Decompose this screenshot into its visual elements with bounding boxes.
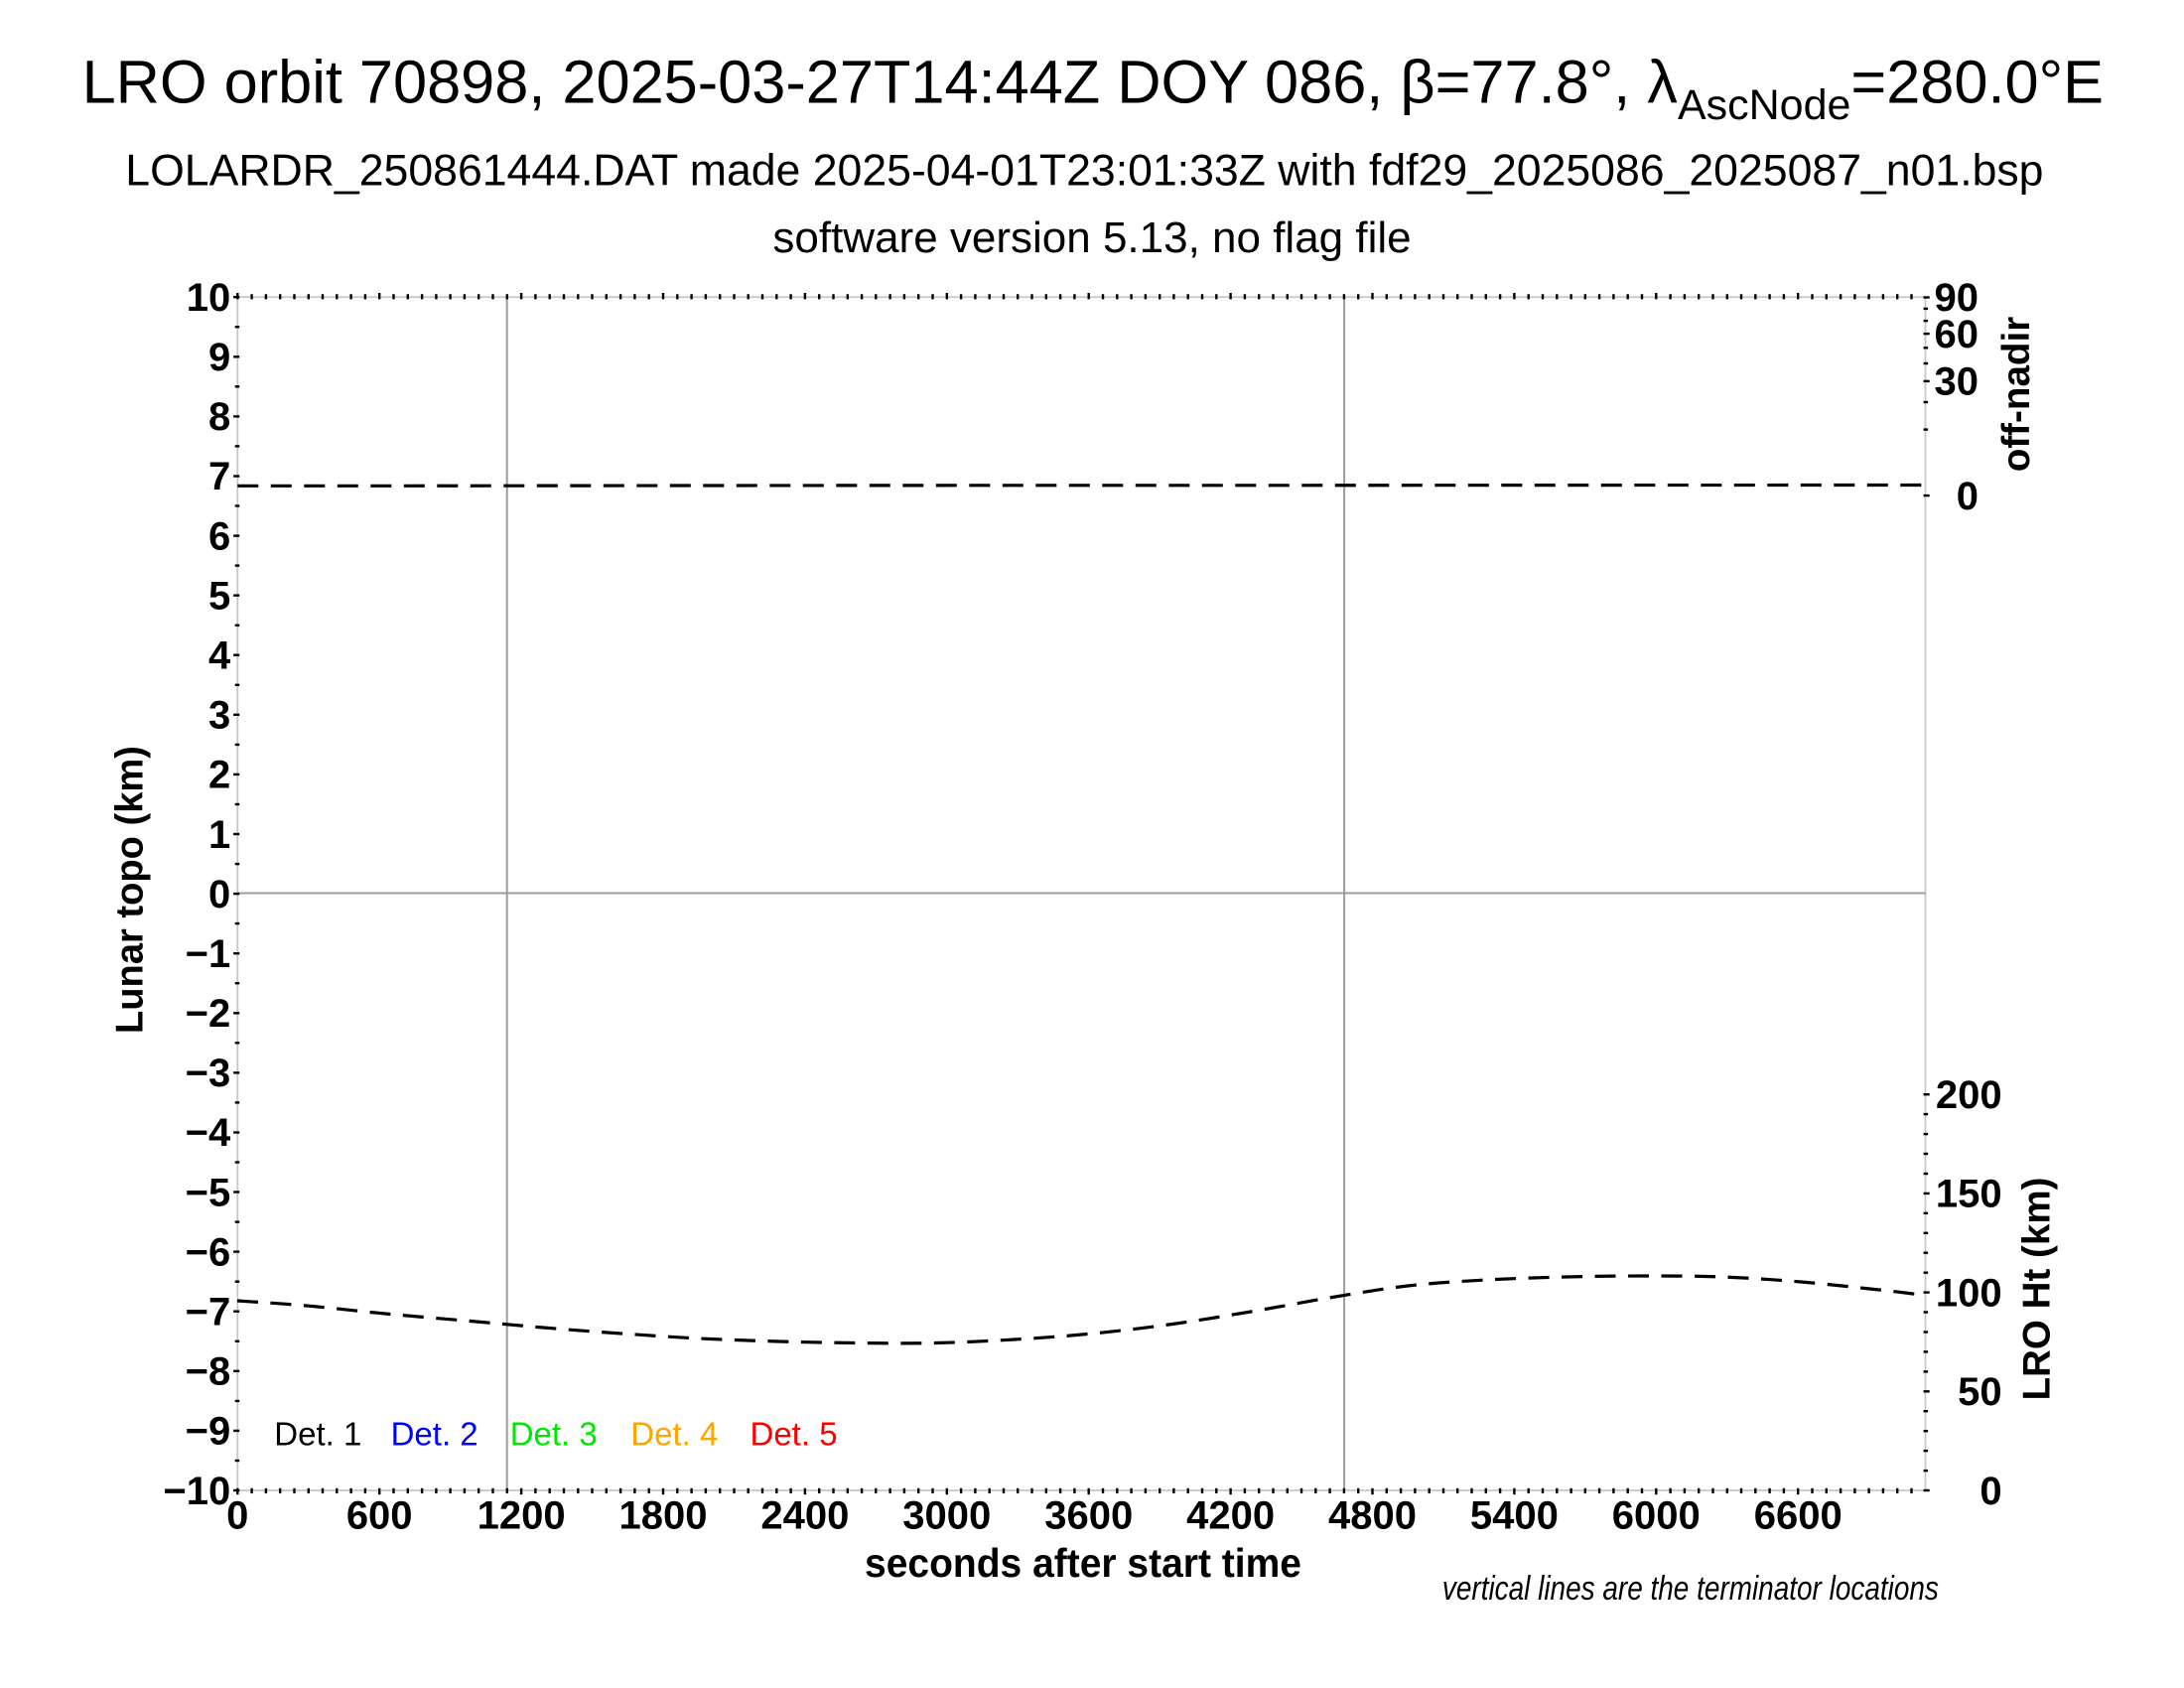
svg-text:600: 600 [346, 1494, 413, 1538]
svg-text:Det. 5: Det. 5 [751, 1416, 838, 1453]
svg-text:1: 1 [208, 813, 230, 857]
svg-text:−8: −8 [186, 1350, 231, 1394]
svg-text:5: 5 [208, 574, 230, 618]
svg-text:6000: 6000 [1612, 1494, 1701, 1538]
svg-text:off-nadir: off-nadir [1995, 317, 2038, 473]
svg-text:200: 200 [1936, 1073, 2002, 1117]
svg-text:Det. 2: Det. 2 [391, 1416, 478, 1453]
svg-text:30: 30 [1935, 360, 1979, 404]
svg-text:5400: 5400 [1470, 1494, 1559, 1538]
svg-text:100: 100 [1936, 1271, 2002, 1315]
svg-text:−10: −10 [163, 1470, 230, 1513]
svg-text:90: 90 [1935, 276, 1979, 320]
svg-text:3600: 3600 [1044, 1494, 1133, 1538]
svg-text:150: 150 [1936, 1173, 2002, 1216]
svg-text:60: 60 [1935, 313, 1979, 356]
svg-text:−4: −4 [186, 1111, 231, 1155]
svg-text:software version 5.13, no flag: software version 5.13, no flag file [772, 213, 1411, 262]
svg-text:6: 6 [208, 514, 230, 558]
svg-text:7: 7 [208, 455, 230, 498]
svg-text:0: 0 [1957, 475, 1979, 518]
svg-text:1800: 1800 [619, 1494, 708, 1538]
svg-text:−6: −6 [186, 1230, 231, 1274]
svg-text:9: 9 [208, 336, 230, 379]
svg-text:2: 2 [208, 754, 230, 797]
svg-text:6600: 6600 [1754, 1494, 1843, 1538]
svg-text:−1: −1 [186, 932, 231, 976]
svg-text:2400: 2400 [760, 1494, 849, 1538]
svg-text:4200: 4200 [1186, 1494, 1275, 1538]
svg-text:10: 10 [187, 276, 231, 320]
svg-text:0: 0 [226, 1494, 248, 1538]
svg-text:1200: 1200 [478, 1494, 566, 1538]
svg-text:−5: −5 [186, 1171, 231, 1214]
svg-text:−3: −3 [186, 1052, 231, 1095]
svg-text:−7: −7 [186, 1291, 231, 1335]
svg-text:vertical lines are the termina: vertical lines are the terminator locati… [1442, 1570, 1939, 1608]
svg-text:−9: −9 [186, 1410, 231, 1454]
svg-text:Lunar topo (km): Lunar topo (km) [109, 746, 152, 1034]
svg-text:Det. 4: Det. 4 [630, 1416, 718, 1453]
svg-text:3000: 3000 [902, 1494, 991, 1538]
svg-text:4: 4 [208, 634, 231, 678]
svg-text:3: 3 [208, 694, 230, 738]
svg-text:0: 0 [208, 873, 230, 916]
svg-text:LRO Ht (km): LRO Ht (km) [2016, 1178, 2059, 1401]
svg-text:Det. 1: Det. 1 [274, 1416, 361, 1453]
svg-text:−2: −2 [186, 992, 231, 1036]
svg-text:4800: 4800 [1328, 1494, 1417, 1538]
svg-text:8: 8 [208, 395, 230, 439]
svg-text:LOLARDR_250861444.DAT made 202: LOLARDR_250861444.DAT made 2025-04-01T23… [125, 146, 2043, 195]
svg-text:0: 0 [1979, 1470, 2001, 1513]
svg-text:50: 50 [1958, 1370, 2002, 1414]
svg-text:seconds after start time: seconds after start time [865, 1540, 1301, 1586]
svg-text:Det. 3: Det. 3 [510, 1416, 598, 1453]
